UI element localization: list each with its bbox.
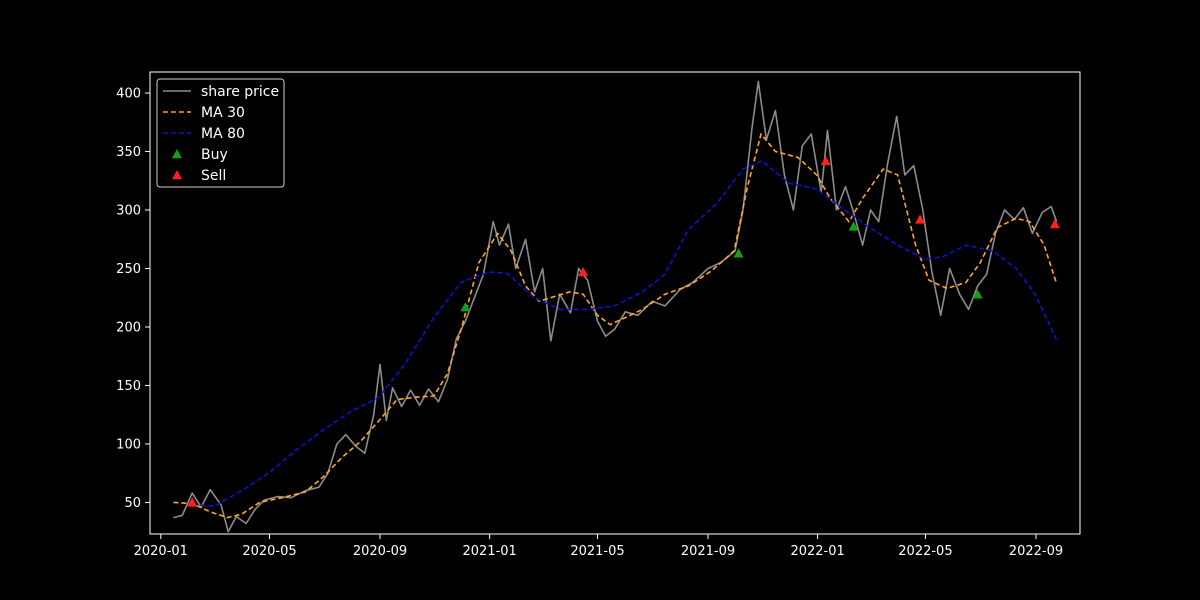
x-tick-label: 2021-05 <box>570 544 624 559</box>
y-tick-label: 400 <box>116 87 141 102</box>
legend-label-ma-80: MA 80 <box>201 126 245 142</box>
y-tick-label: 200 <box>116 320 141 335</box>
legend-label-ma-30: MA 30 <box>201 105 245 121</box>
x-tick-label: 2022-01 <box>790 544 844 559</box>
legend-box <box>156 78 285 188</box>
x-tick-label: 2020-09 <box>353 544 407 559</box>
y-tick-label: 50 <box>124 496 141 511</box>
buy-marker <box>848 221 859 231</box>
sell-marker <box>578 267 589 277</box>
sell-marker <box>187 497 198 507</box>
sell-marker <box>915 214 926 224</box>
x-tick-label: 2020-05 <box>242 544 296 559</box>
ma-80-line <box>192 160 1058 507</box>
x-tick-label: 2021-09 <box>681 544 735 559</box>
x-axis: 2020-01 2020-05 2020-09 2021-01 2021-05 2021-… <box>134 534 1063 559</box>
share-price-line <box>173 80 1058 533</box>
legend-swatch-buy <box>172 149 182 159</box>
y-tick-label: 100 <box>116 437 141 452</box>
legend-swatch-sell <box>172 170 182 180</box>
sell-marker <box>1049 219 1060 229</box>
x-tick-label: 2022-09 <box>1009 544 1063 559</box>
plot-area <box>149 71 1081 535</box>
y-tick-label: 300 <box>116 204 141 219</box>
legend-label-share-price: share price <box>201 84 279 100</box>
y-tick-label: 350 <box>116 145 141 160</box>
buy-marker <box>733 248 744 258</box>
y-tick-label: 250 <box>116 262 141 277</box>
sell-marker <box>820 155 831 166</box>
x-tick-label: 2020-01 <box>134 544 188 559</box>
x-tick-label: 2022-05 <box>898 544 952 559</box>
buy-marker <box>460 302 471 312</box>
legend-label-buy: Buy <box>201 147 228 163</box>
x-tick-label: 2021-01 <box>462 544 516 559</box>
y-axis: 50 100 150 200 250 300 350 400 <box>116 87 150 511</box>
legend: share price MA 30 MA 80 Buy Sell <box>156 78 285 188</box>
legend-label-sell: Sell <box>201 168 226 184</box>
plot-frame <box>149 71 1081 535</box>
y-tick-label: 150 <box>116 379 141 394</box>
buy-marker <box>972 289 983 299</box>
